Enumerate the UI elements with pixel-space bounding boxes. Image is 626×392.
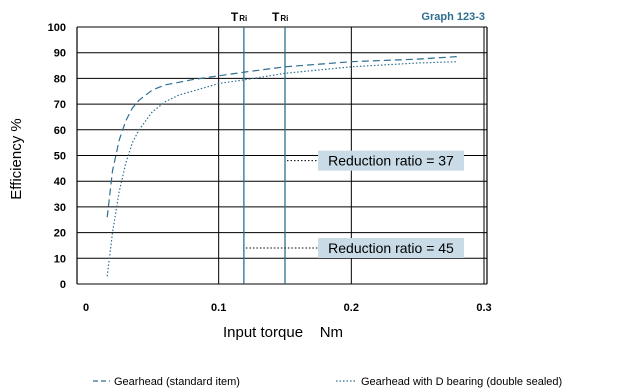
torque-markers: TRi TRi [231,10,288,284]
x-tick-label-0.3: 0.3 [476,302,491,314]
y-tick-label-50: 50 [54,151,66,163]
y-tick-label-40: 40 [54,176,66,188]
x-tick-label-0: 0 [83,302,89,314]
legend-item-d-bearing: Gearhead with D bearing (double sealed) [336,376,562,388]
series-line-standard [106,56,458,218]
legend: Gearhead (standard item) Gearhead with D… [93,376,562,388]
ratio-label-1: Reduction ratio = 37 [328,153,454,169]
y-tick-label-80: 80 [54,73,66,85]
y-tick-label-60: 60 [54,125,66,137]
legend-label-d-bearing: Gearhead with D bearing (double sealed) [361,376,562,388]
ratio-box-1 [318,150,464,171]
y-tick-label-20: 20 [54,228,66,240]
x-axis-title: Input torque Nm [223,324,343,341]
y-tick-label-30: 30 [54,202,66,214]
y-tick-label-0: 0 [60,279,66,291]
x-tick-label-0.2: 0.2 [344,302,359,314]
torque-marker-label-2: TRi [272,10,288,24]
y-tick-label-100: 100 [48,22,66,34]
y-tick-label-10: 10 [54,253,66,265]
ratio-box-2 [318,238,464,259]
graph-id-label: Graph 123-3 [421,11,485,23]
ratio-annotations: Reduction ratio = 37 Reduction ratio = 45 [245,150,464,259]
series-line-d-bearing [106,61,458,277]
tick-labels: 0 10 20 30 40 50 60 70 80 90 100 0 0.1 0.2 0.3 [48,22,492,314]
y-tick-label-70: 70 [54,99,66,111]
torque-marker-label-1: TRi [231,10,247,24]
y-axis-title: Efficiency % [8,118,25,199]
torque-marker-subscript-2: Ri [280,14,288,23]
legend-label-standard: Gearhead (standard item) [114,376,240,388]
series-lines [106,56,458,277]
ratio-label-2: Reduction ratio = 45 [328,240,454,256]
legend-item-standard: Gearhead (standard item) [93,376,240,388]
torque-marker-subscript-1: Ri [239,14,247,23]
y-tick-label-90: 90 [54,48,66,60]
grid [76,26,488,285]
x-tick-label-0.1: 0.1 [211,302,226,314]
